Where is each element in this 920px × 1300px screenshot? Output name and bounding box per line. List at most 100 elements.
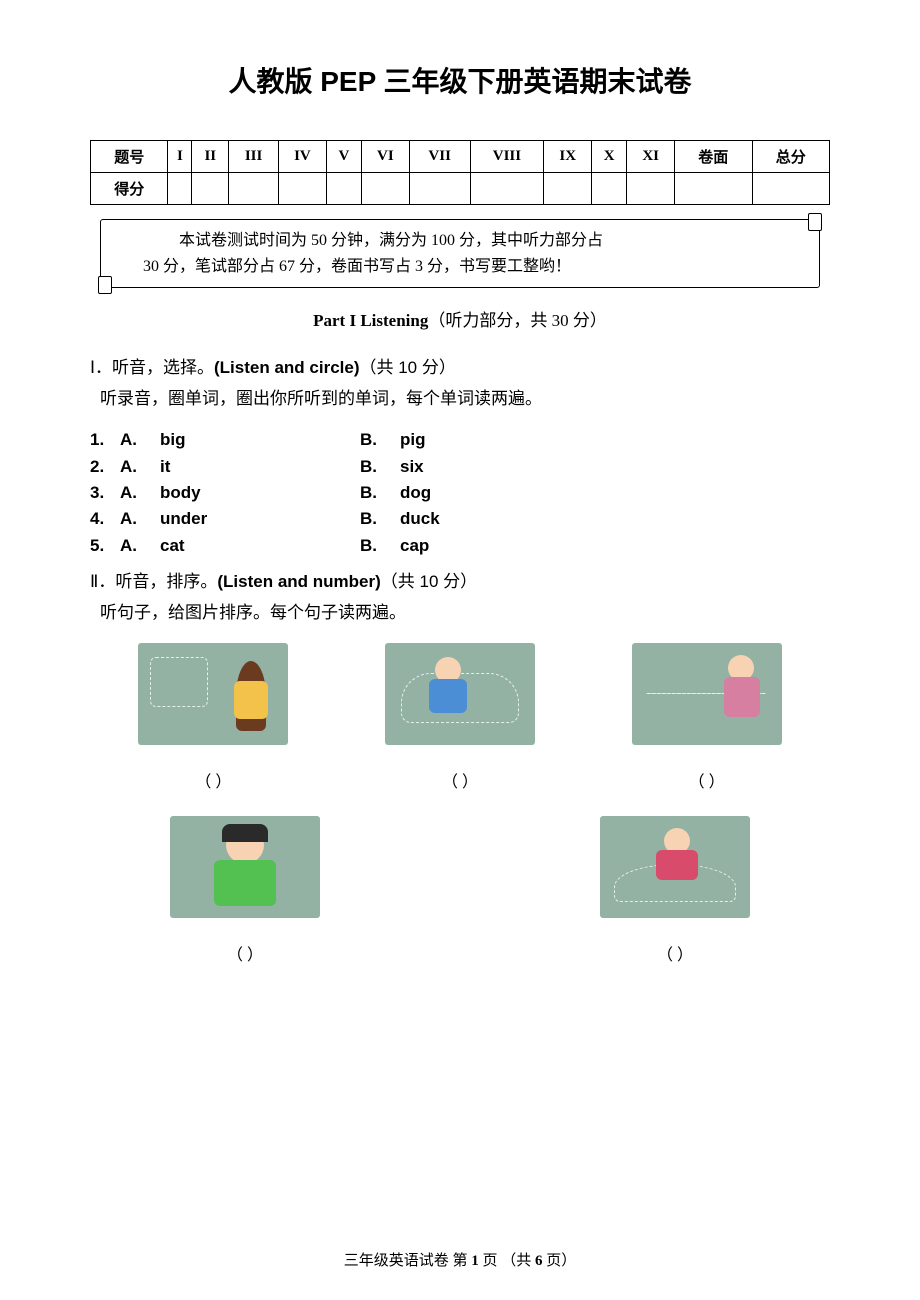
section2-sub: 听句子，给图片排序。每个句子读两遍。 [100, 598, 830, 623]
image-cell: （ ） [337, 643, 584, 792]
word-a: body [160, 480, 360, 506]
score-cell[interactable] [326, 173, 361, 205]
score-cell[interactable] [192, 173, 229, 205]
page-footer: 三年级英语试卷 第 1 页 （共 6 页） [0, 1249, 920, 1270]
score-cell[interactable] [592, 173, 627, 205]
notice-text: 本试卷测试时间为 [179, 232, 311, 249]
notice-fullscore: 100 [431, 232, 455, 249]
word-row: 5.A.catB.cap [90, 533, 830, 559]
item-num: 3. [90, 480, 120, 506]
notice-text: 分，卷面书写占 [295, 258, 415, 275]
item-num: 2. [90, 454, 120, 480]
col-IX: IX [544, 141, 592, 173]
col-VIII: VIII [470, 141, 544, 173]
section1-points: （共 10 分） [360, 358, 456, 377]
section1-title-en: (Listen and circle) [214, 358, 359, 377]
notice-writingpts: 67 [279, 258, 295, 275]
label-b: B. [360, 480, 400, 506]
section1-sub: 听录音，圈单词，圈出你所听到的单词，每个单词读两遍。 [100, 384, 830, 409]
label-b: B. [360, 506, 400, 532]
section2-num: Ⅱ． [90, 572, 115, 591]
image-row-2: （ ） （ ） [90, 816, 830, 965]
word-row: 2.A.itB.six [90, 454, 830, 480]
word-row: 4.A.underB.duck [90, 506, 830, 532]
score-cell[interactable] [544, 173, 592, 205]
answer-paren[interactable]: （ ） [90, 941, 400, 965]
col-XI: XI [627, 141, 675, 173]
label-a: A. [120, 454, 160, 480]
part-heading: Part I Listening（听力部分，共 30 分） [90, 306, 830, 331]
score-cell[interactable] [168, 173, 192, 205]
notice-text: 分，其中听力部分占 [455, 232, 603, 249]
col-X: X [592, 141, 627, 173]
scroll-handle-right-icon [808, 213, 822, 231]
thumbnail-3-icon [632, 643, 782, 745]
section2-points: （共 10 分） [381, 572, 477, 591]
score-cell[interactable] [627, 173, 675, 205]
word-b: duck [400, 509, 440, 528]
image-cell: （ ） [90, 816, 400, 965]
notice-minutes: 50 [311, 232, 327, 249]
item-num: 5. [90, 533, 120, 559]
section1-title-cn: 听音，选择。 [112, 358, 214, 377]
word-a: under [160, 506, 360, 532]
exam-page: 人教版 PEP 三年级下册英语期末试卷 题号 I II III IV V VI … [0, 0, 920, 1300]
notice-text: 分钟，满分为 [327, 232, 431, 249]
page-title: 人教版 PEP 三年级下册英语期末试卷 [90, 60, 830, 100]
footer-mid: 页 （共 [479, 1253, 535, 1269]
footer-page: 1 [471, 1253, 479, 1269]
section1-num: Ⅰ． [90, 358, 112, 377]
word-b: pig [400, 430, 426, 449]
score-table: 题号 I II III IV V VI VII VIII IX X XI 卷面 … [90, 140, 830, 205]
col-III: III [229, 141, 279, 173]
word-b: cap [400, 536, 429, 555]
notice-content: 本试卷测试时间为 50 分钟，满分为 100 分，其中听力部分占 30 分，笔试… [100, 219, 820, 288]
section2-title-cn: 听音，排序。 [115, 572, 217, 591]
col-paper: 卷面 [675, 141, 752, 173]
score-cell[interactable] [409, 173, 470, 205]
footer-suffix: 页） [543, 1253, 577, 1269]
label-b: B. [360, 533, 400, 559]
col-total: 总分 [752, 141, 830, 173]
score-cell[interactable] [229, 173, 279, 205]
score-cell[interactable] [752, 173, 830, 205]
scroll-handle-left-icon [98, 276, 112, 294]
image-cell: （ ） [583, 643, 830, 792]
col-VI: VI [361, 141, 409, 173]
score-cell[interactable] [278, 173, 326, 205]
label-a: A. [120, 427, 160, 453]
section2-heading: Ⅱ．听音，排序。(Listen and number)（共 10 分） [90, 567, 830, 592]
image-cell: （ ） [90, 643, 337, 792]
word-a: cat [160, 533, 360, 559]
thumbnail-2-icon [385, 643, 535, 745]
col-II: II [192, 141, 229, 173]
col-label: 题号 [91, 141, 168, 173]
score-header-row: 题号 I II III IV V VI VII VIII IX X XI 卷面 … [91, 141, 830, 173]
word-row: 1.A.bigB.pig [90, 427, 830, 453]
word-b: six [400, 457, 424, 476]
score-cell[interactable] [675, 173, 752, 205]
notice-listeningpts: 30 [143, 258, 163, 275]
footer-prefix: 三年级英语试卷 第 [344, 1253, 472, 1269]
label-b: B. [360, 454, 400, 480]
score-cell[interactable] [361, 173, 409, 205]
col-VII: VII [409, 141, 470, 173]
notice-box: 本试卷测试时间为 50 分钟，满分为 100 分，其中听力部分占 30 分，笔试… [100, 219, 820, 288]
score-cell[interactable] [470, 173, 544, 205]
word-a: big [160, 427, 360, 453]
answer-paren[interactable]: （ ） [583, 768, 830, 792]
notice-text: 分，书写要工整哟！ [423, 258, 571, 275]
section1-heading: Ⅰ．听音，选择。(Listen and circle)（共 10 分） [90, 353, 830, 378]
answer-paren[interactable]: （ ） [337, 768, 584, 792]
answer-paren[interactable]: （ ） [90, 768, 337, 792]
label-b: B. [360, 427, 400, 453]
answer-paren[interactable]: （ ） [520, 941, 830, 965]
notice-text: 分，笔试部分占 [163, 258, 279, 275]
part-heading-bold: Part I Listening [313, 311, 428, 330]
item-num: 4. [90, 506, 120, 532]
word-a: it [160, 454, 360, 480]
col-IV: IV [278, 141, 326, 173]
label-a: A. [120, 506, 160, 532]
footer-total: 6 [535, 1253, 543, 1269]
part-heading-rest: （听力部分，共 30 分） [428, 311, 607, 330]
